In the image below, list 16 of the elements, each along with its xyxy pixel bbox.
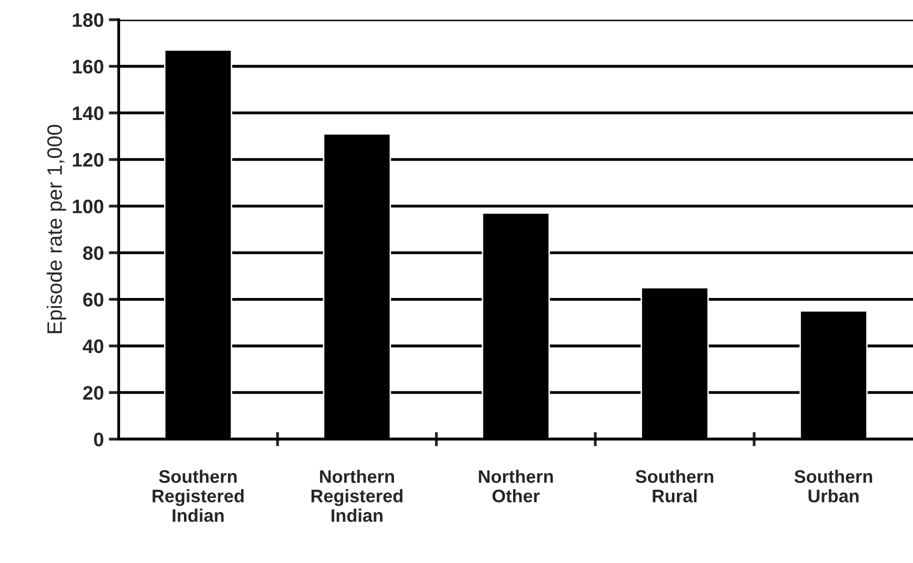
x-tick-label: Northern Other bbox=[478, 470, 553, 502]
y-tick-label: 120 bbox=[72, 152, 104, 167]
y-tick-label: 60 bbox=[83, 292, 104, 307]
y-tick-label: 80 bbox=[83, 246, 104, 260]
y-tick-label: 0 bbox=[94, 432, 104, 446]
y-axis-title: Episode rate per 1,000 bbox=[46, 124, 66, 334]
y-tick-label: 180 bbox=[72, 13, 104, 27]
y-tick-label: 140 bbox=[72, 106, 104, 120]
y-tick-label: 100 bbox=[72, 200, 104, 214]
x-tick-label: Southern Registered Indian bbox=[152, 470, 244, 522]
x-tick-label: Southern Urban bbox=[794, 470, 872, 502]
x-tick-label: Southern Rural bbox=[636, 470, 714, 502]
y-tick-label: 160 bbox=[72, 60, 104, 74]
x-tick-label: Northern Registered Indian bbox=[312, 470, 402, 522]
y-tick-label: 20 bbox=[83, 386, 104, 400]
y-tick-label: 40 bbox=[82, 339, 104, 354]
